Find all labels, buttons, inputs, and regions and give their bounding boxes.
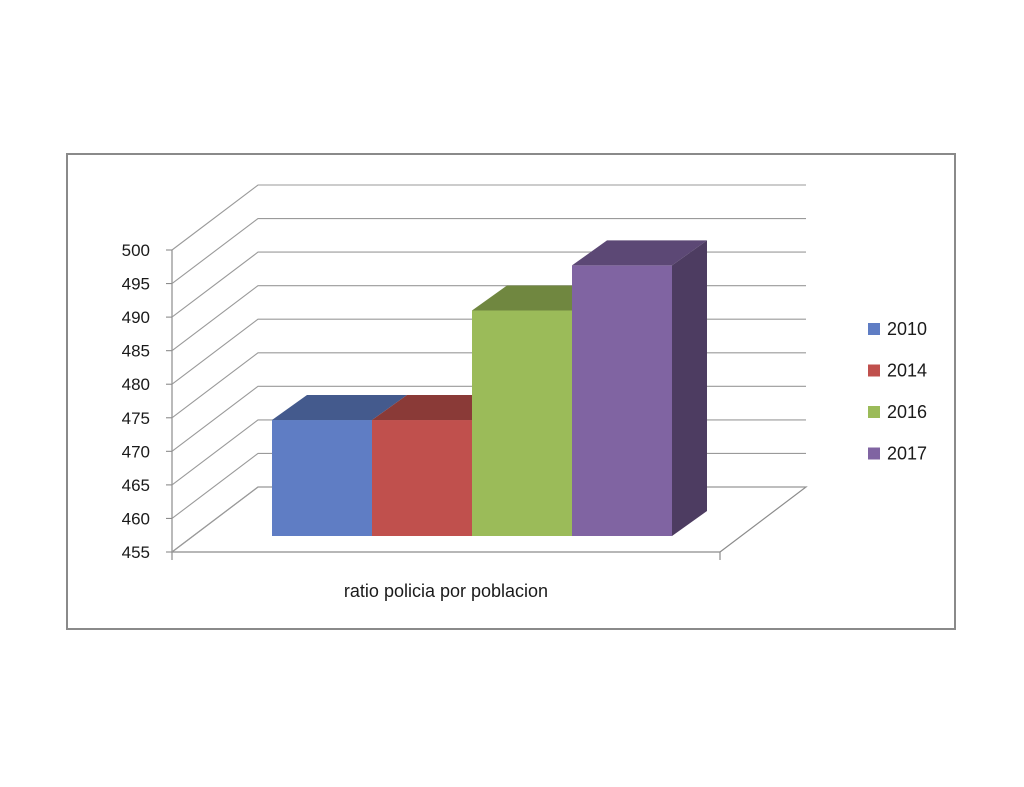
bar-front xyxy=(372,420,472,536)
legend-label: 2017 xyxy=(887,444,927,464)
legend-swatch xyxy=(868,447,880,460)
y-tick-label: 490 xyxy=(122,308,150,327)
legend-swatch xyxy=(868,406,880,418)
bar-front xyxy=(472,310,572,536)
y-tick-label: 500 xyxy=(122,241,150,260)
legend-swatch xyxy=(868,323,880,335)
y-tick-label: 485 xyxy=(122,342,150,361)
legend-item-2010: 2010 xyxy=(868,319,927,339)
y-tick-label: 460 xyxy=(122,509,150,528)
legend-item-2014: 2014 xyxy=(868,361,927,381)
bars xyxy=(272,240,707,536)
y-tick-label: 475 xyxy=(122,409,150,428)
legend-label: 2016 xyxy=(887,402,927,422)
legend: 2010 2014 2016 2017 xyxy=(868,319,927,464)
bar-2016 xyxy=(472,285,607,536)
bar-side xyxy=(672,240,707,536)
legend-swatch xyxy=(868,364,880,377)
bar-top xyxy=(272,395,407,421)
bar-2017 xyxy=(572,240,707,536)
x-axis-category-label: ratio policia por poblacion xyxy=(344,581,548,601)
y-tick-label: 495 xyxy=(122,275,150,294)
gridline xyxy=(171,184,806,251)
legend-item-2016: 2016 xyxy=(868,402,927,422)
y-tick-label: 465 xyxy=(122,476,150,495)
legend-label: 2014 xyxy=(887,361,927,381)
bar-2010 xyxy=(272,395,407,536)
legend-label: 2010 xyxy=(887,319,927,339)
y-axis-ticks: 455 460 465 470 475 480 485 490 495 500 xyxy=(122,241,172,562)
bar-top xyxy=(572,240,707,266)
gridline xyxy=(171,218,806,284)
y-tick-label: 455 xyxy=(122,543,150,562)
bar-front xyxy=(272,420,372,536)
bar-front xyxy=(572,265,672,536)
legend-item-2017: 2017 xyxy=(868,444,927,464)
y-tick-label: 480 xyxy=(122,375,150,394)
y-tick-label: 470 xyxy=(122,442,150,461)
